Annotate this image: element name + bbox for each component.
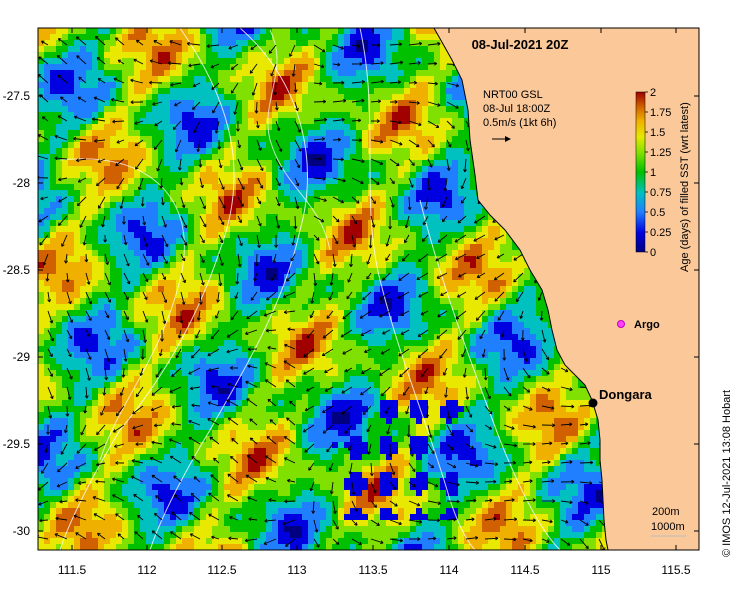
colorbar: 2 1.75 1.5 1.25 1 0.75 0.5 0.25 0 Age (days) of …: [635, 87, 691, 272]
contour-label-200m: 200m: [652, 506, 680, 518]
map-title: 08-Jul-2021 20Z: [472, 37, 569, 52]
x-tick-label: 115.5: [661, 563, 690, 577]
colorbar-label: Age (days) of filled SST (wrt latest): [679, 102, 691, 272]
bathymetry-contours: [59, 28, 561, 550]
colorbar-tick-label: 0.5: [650, 207, 665, 219]
colorbar-tick-label: 1.5: [650, 127, 665, 139]
x-tick-label: 112: [137, 563, 156, 577]
y-tick-label: -30: [13, 524, 31, 538]
colorbar-tick-label: 2: [650, 87, 656, 99]
dongara-label: Dongara: [599, 387, 653, 402]
credit-text: © IMOS 12-Jul-2021 13:08 Hobart: [721, 390, 733, 557]
colorbar-tick-label: 0.75: [650, 187, 671, 199]
x-tick-label: 114.5: [510, 563, 539, 577]
current-legend-line3: 0.5m/s (1kt 6h): [483, 117, 556, 129]
y-tick-label: -29: [13, 350, 31, 364]
colorbar-tick-label: 1.25: [650, 147, 671, 159]
x-tick-label: 115: [591, 563, 610, 577]
current-legend-line1: NRT00 GSL: [483, 89, 543, 101]
colorbar-tick-label: 1: [650, 167, 656, 179]
dongara-dot-icon: [588, 398, 598, 408]
x-tick-label: 113: [287, 563, 306, 577]
y-tick-label: -28.5: [3, 263, 31, 277]
current-legend: NRT00 GSL 08-Jul 18:00Z 0.5m/s (1kt 6h): [483, 89, 556, 142]
colorbar-tick-label: 1.75: [650, 107, 671, 119]
y-tick-label: -27.5: [3, 89, 31, 103]
contour-legend: 200m 1000m: [651, 506, 686, 537]
contour-label-1000m: 1000m: [651, 521, 685, 533]
colorbar-ticks: 2 1.75 1.5 1.25 1 0.75 0.5 0.25 0: [645, 87, 671, 259]
colorbar-tick-label: 0.25: [650, 227, 671, 239]
dongara-marker: Dongara: [588, 387, 653, 408]
colorbar-gradient: [635, 91, 646, 253]
y-axis: -27.5 -28 -28.5 -29 -29.5 -30: [3, 89, 699, 538]
land-mass: [433, 28, 699, 550]
x-axis: 111.5 112 112.5 113 113.5 114 114.5 115 115.5: [58, 28, 691, 577]
x-tick-label: 112.5: [207, 563, 236, 577]
x-tick-label: 111.5: [58, 563, 87, 577]
colorbar-tick-label: 0: [650, 247, 656, 259]
y-tick-label: -28: [13, 176, 31, 190]
x-tick-label: 113.5: [358, 563, 387, 577]
y-tick-label: -29.5: [3, 437, 31, 451]
x-tick-label: 114: [439, 563, 458, 577]
argo-float-icon: [617, 320, 625, 328]
argo-marker: Argo: [617, 319, 660, 331]
argo-label: Argo: [634, 319, 660, 331]
current-legend-line2: 08-Jul 18:00Z: [483, 103, 551, 115]
plot-frame: [37, 27, 700, 551]
